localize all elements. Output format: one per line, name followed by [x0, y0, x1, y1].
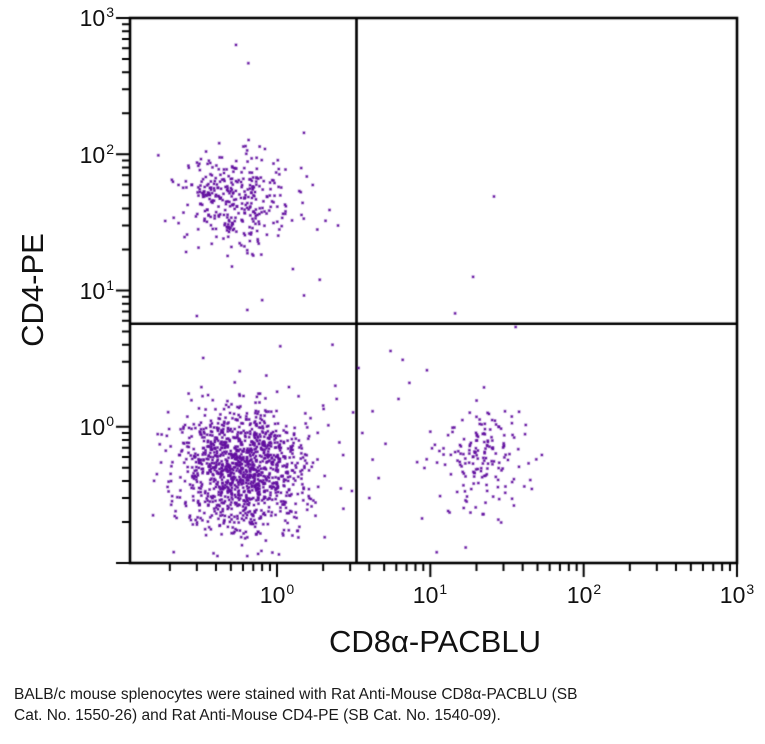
- figure-caption: BALB/c mouse splenocytes were stained wi…: [14, 684, 744, 726]
- tick-exponent: 3: [746, 581, 755, 597]
- tick-base: 10: [79, 414, 106, 440]
- tick-exponent: 1: [106, 277, 114, 293]
- y-tick-label-1: 100: [56, 412, 114, 445]
- tick-exponent: 2: [106, 141, 114, 157]
- caption-line: BALB/c mouse splenocytes were stained wi…: [14, 686, 578, 703]
- tick-base: 10: [259, 582, 286, 608]
- tick-exponent: 0: [286, 581, 295, 597]
- tick-exponent: 1: [439, 581, 448, 597]
- y-tick-label-100: 102: [56, 140, 114, 173]
- tick-base: 10: [79, 5, 106, 31]
- tick-base: 10: [719, 582, 746, 608]
- tick-base: 10: [566, 582, 593, 608]
- y-tick-label-1000: 103: [56, 3, 114, 36]
- tick-base: 10: [79, 142, 106, 168]
- x-tick-label-10: 101: [395, 580, 465, 613]
- y-tick-label-10: 101: [56, 276, 114, 309]
- x-tick-label-1: 100: [242, 580, 312, 613]
- y-axis-label: CD4-PE: [15, 233, 50, 347]
- tick-exponent: 3: [106, 4, 114, 20]
- tick-exponent: 2: [593, 581, 602, 597]
- tick-exponent: 0: [106, 413, 114, 429]
- tick-base: 10: [412, 582, 439, 608]
- tick-base: 10: [79, 278, 106, 304]
- caption-line: Cat. No. 1550-26) and Rat Anti-Mouse CD4…: [14, 707, 501, 724]
- x-tick-label-100: 102: [549, 580, 619, 613]
- x-tick-label-1000: 103: [702, 580, 765, 613]
- x-axis-label: CD8α-PACBLU: [328, 624, 541, 659]
